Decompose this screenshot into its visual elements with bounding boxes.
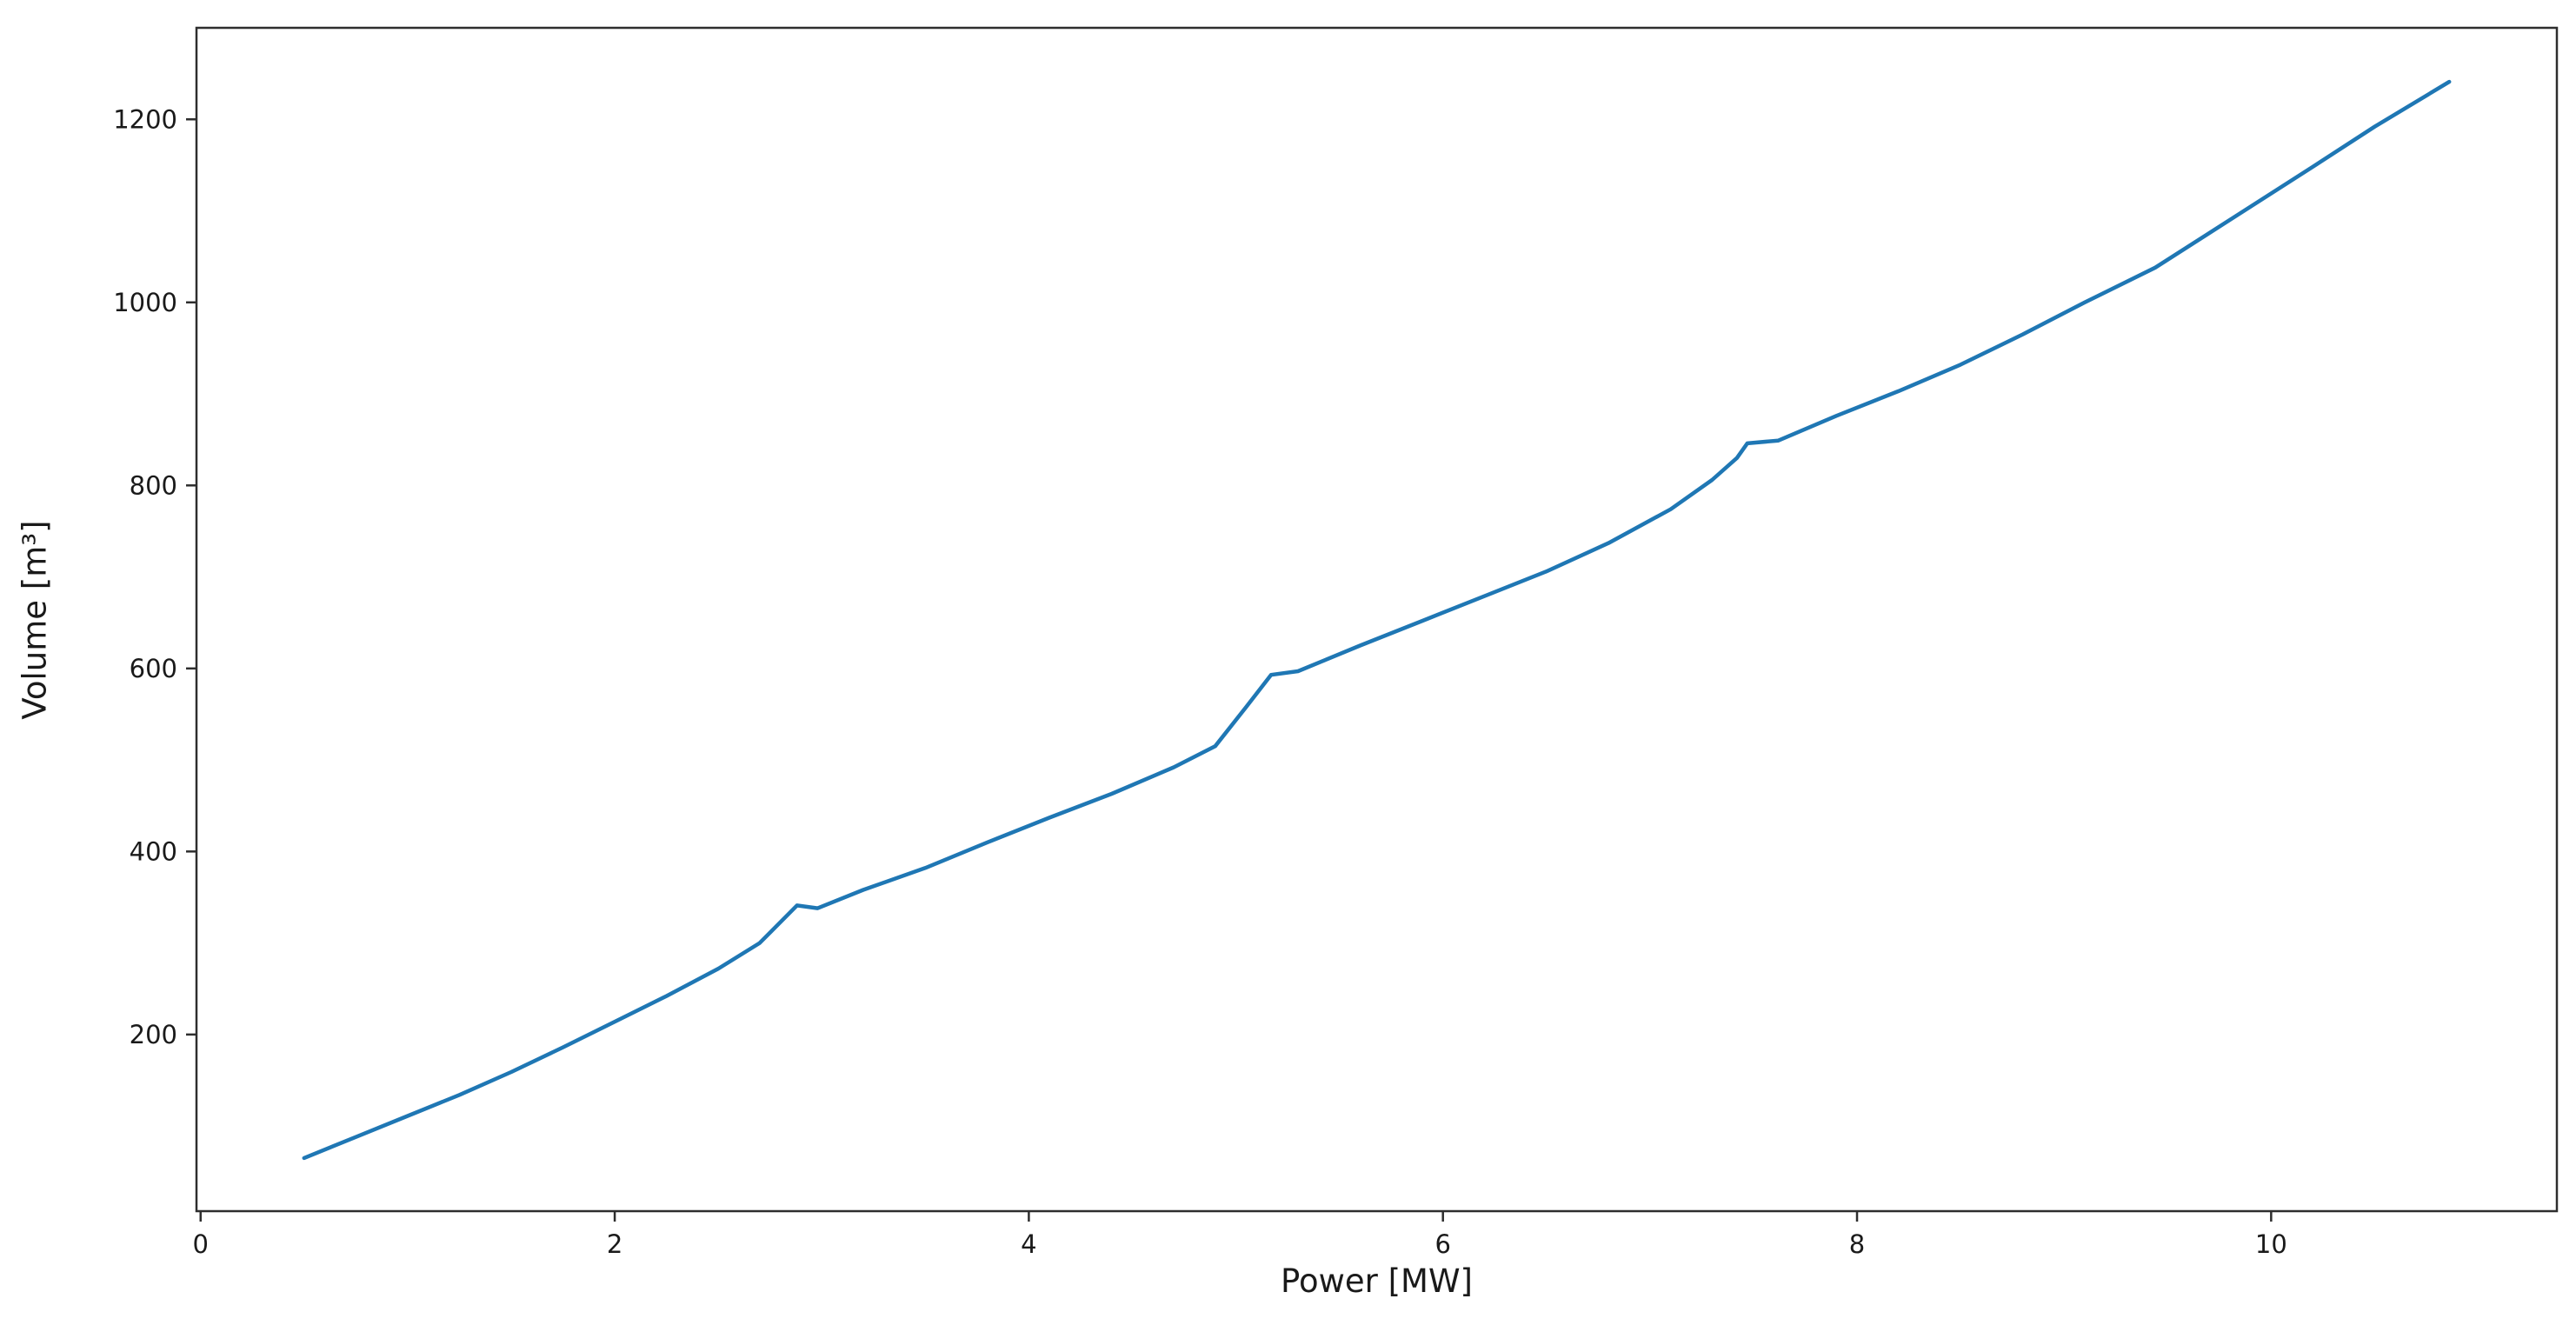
y-tick-label: 800 — [130, 470, 177, 500]
data-line — [302, 79, 2452, 1161]
x-tick-label: 0 — [193, 1229, 209, 1259]
plot-border — [195, 26, 2559, 1213]
x-tick-label: 8 — [1849, 1229, 1865, 1259]
x-tick-label: 4 — [1021, 1229, 1036, 1259]
x-axis-label: Power [MW] — [1280, 1262, 1473, 1300]
y-tick-label: 1000 — [113, 288, 177, 317]
y-tick-label: 600 — [130, 654, 177, 683]
x-tick-label: 6 — [1434, 1229, 1450, 1259]
y-axis-label: Volume [m³] — [16, 520, 54, 720]
y-tick-label: 200 — [130, 1020, 177, 1049]
y-tick-label: 400 — [130, 836, 177, 866]
y-tick-label: 1200 — [113, 104, 177, 134]
x-tick-label: 10 — [2255, 1229, 2287, 1259]
x-tick-label: 2 — [607, 1229, 622, 1259]
